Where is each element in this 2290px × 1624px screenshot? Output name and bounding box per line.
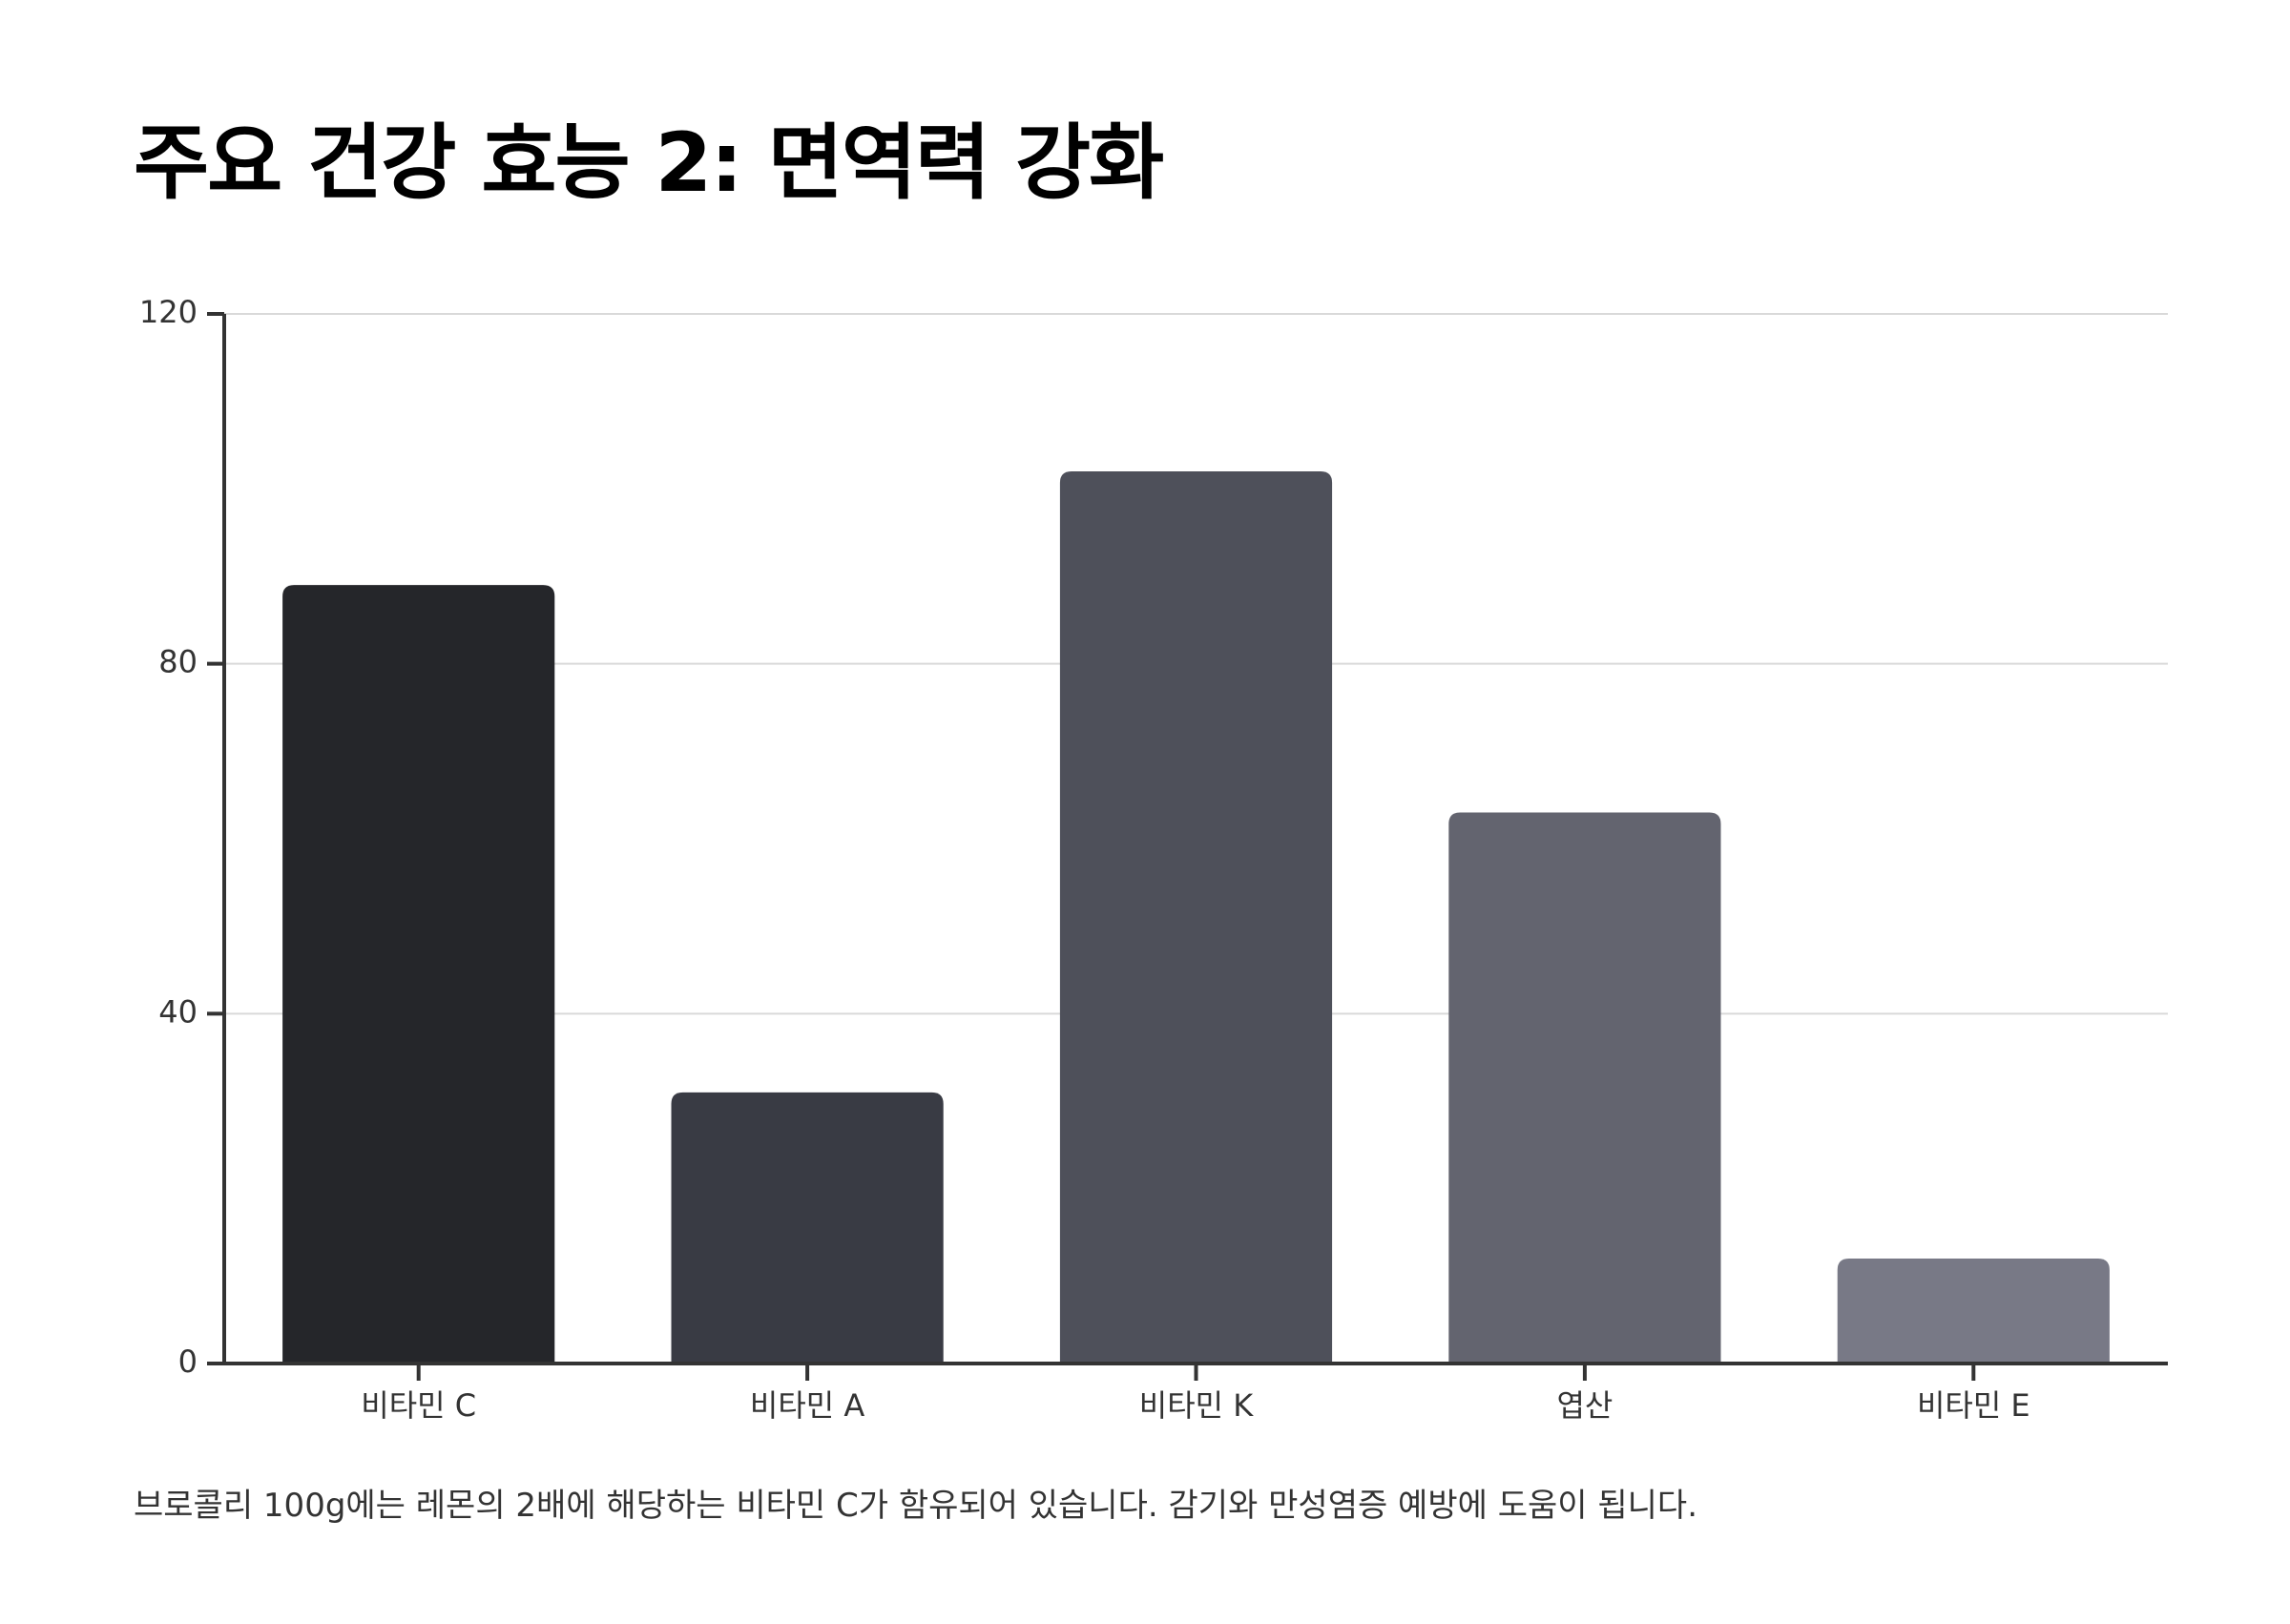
x-tick-label: 비타민 A	[750, 1387, 864, 1424]
y-tick-label: 80	[158, 644, 198, 680]
axes	[207, 312, 2168, 1381]
bars	[282, 471, 2110, 1364]
y-tick-label: 0	[178, 1343, 198, 1380]
x-tick-label: 비타민 K	[1139, 1387, 1254, 1424]
tick-labels: 0 40 80 120 비타민 C 비타민 A 비타민 K 엽산 비타민 E	[139, 294, 2030, 1424]
chart-title: 주요 건강 효능 2: 면역력 강화	[134, 115, 1164, 211]
bar-3	[1059, 471, 1333, 1364]
y-tick-label: 120	[139, 294, 198, 330]
bar-2	[671, 1092, 944, 1364]
x-tick-label: 비타민 E	[1917, 1387, 2030, 1424]
bar-1	[282, 585, 555, 1364]
bar-5	[1837, 1259, 2110, 1364]
bar-4	[1448, 812, 1721, 1364]
y-tick-label: 40	[158, 993, 198, 1030]
x-tick-label: 엽산	[1556, 1387, 1613, 1424]
x-tick-label: 비타민 C	[361, 1387, 476, 1424]
chart-caption: 브로콜리 100g에는 레몬의 2배에 해당하는 비타민 C가 함유되어 있습니…	[134, 1487, 1698, 1525]
